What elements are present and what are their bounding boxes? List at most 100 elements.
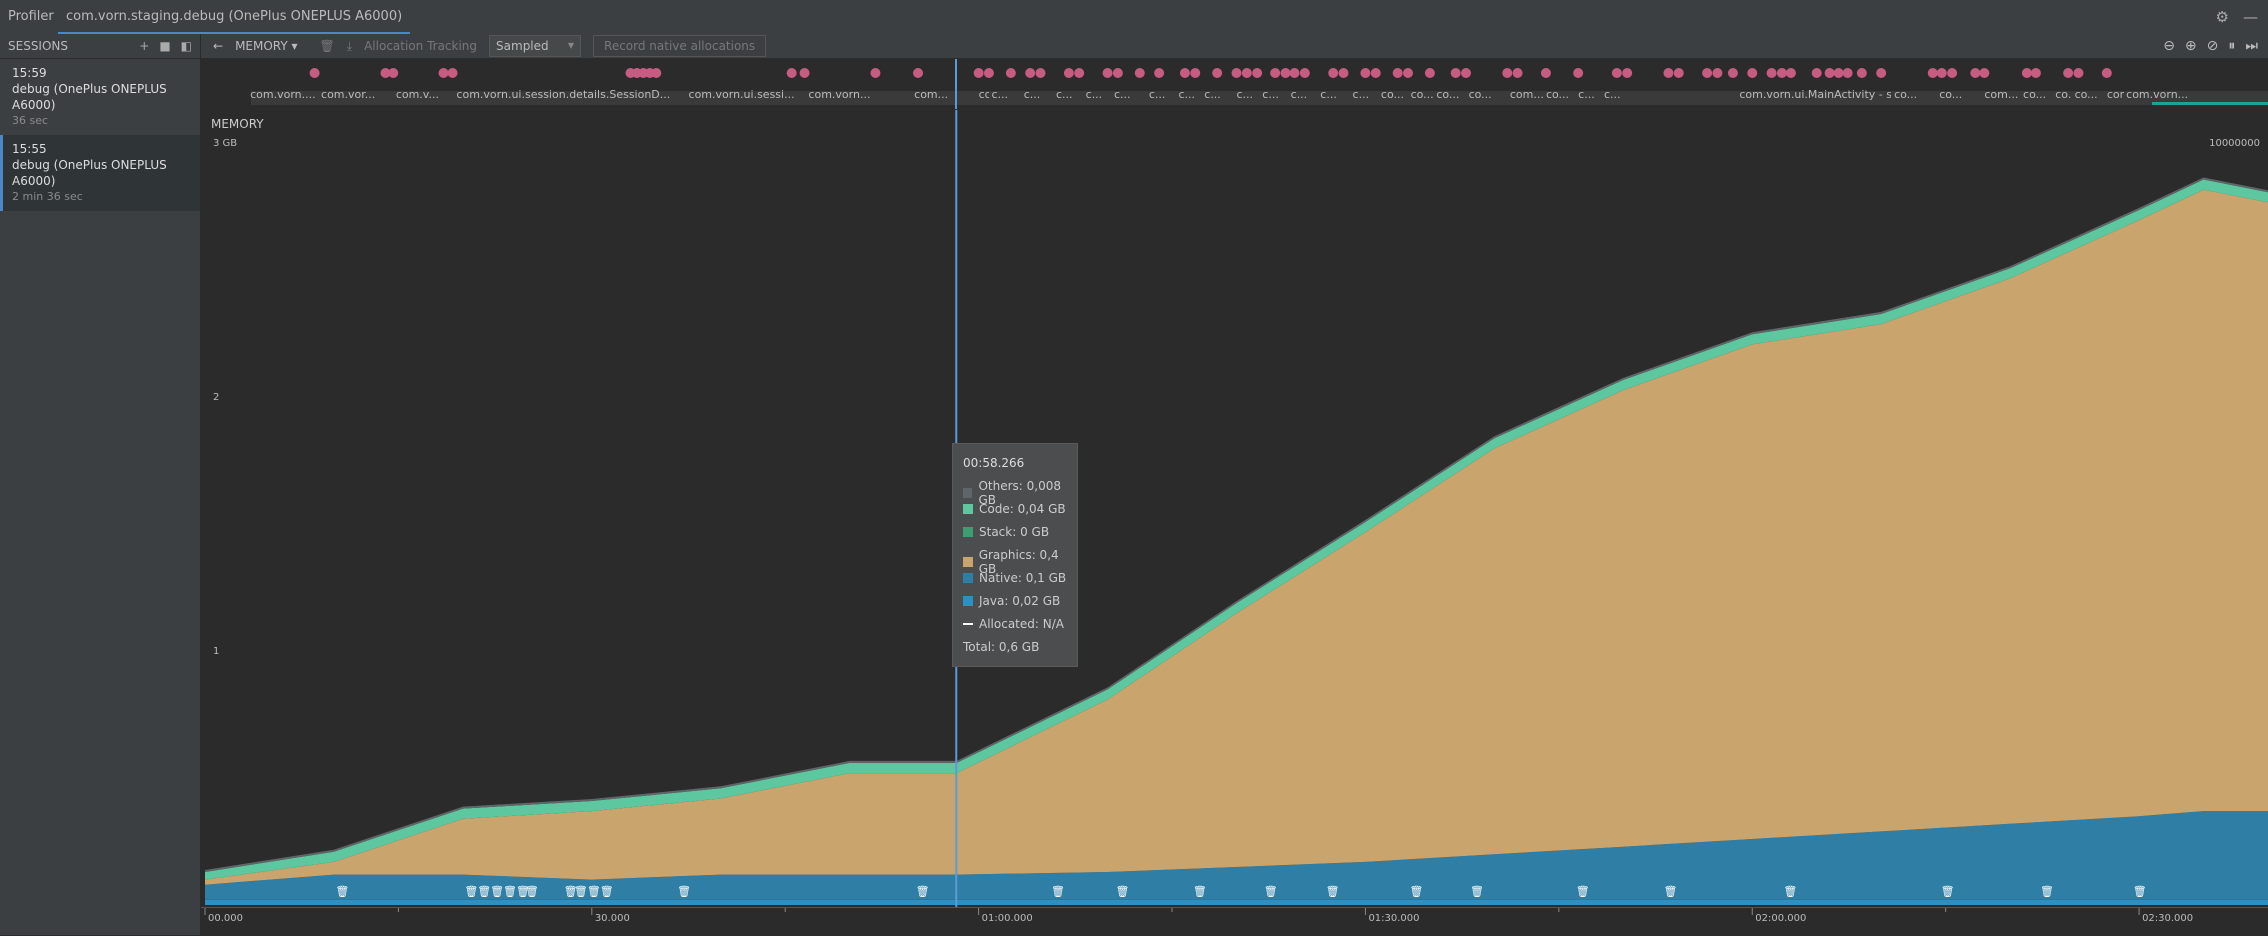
activity-label[interactable]: c... (1262, 88, 1279, 101)
activity-label[interactable]: co... (2023, 88, 2047, 101)
touch-event-dot[interactable] (1856, 68, 1867, 78)
touch-event-dot[interactable] (2030, 68, 2041, 78)
touch-event-dot[interactable] (1622, 68, 1633, 78)
activity-label[interactable]: c... (1204, 88, 1221, 101)
touch-event-dot[interactable] (1063, 68, 1074, 78)
touch-event-dot[interactable] (1876, 68, 1887, 78)
touch-event-dot[interactable] (1241, 68, 1252, 78)
gc-event-icon[interactable]: 🗑 (1193, 885, 1207, 898)
touch-event-dot[interactable] (1179, 68, 1190, 78)
zoom-out-icon[interactable]: ⊖ (2163, 38, 2175, 54)
activity-label[interactable]: co... (1410, 88, 1434, 101)
gc-event-icon[interactable]: 🗑 (600, 885, 614, 898)
touch-event-dot[interactable] (447, 68, 458, 78)
touch-event-dot[interactable] (380, 68, 391, 78)
touch-event-dot[interactable] (1190, 68, 1201, 78)
activity-label[interactable]: co... (2074, 88, 2098, 101)
gc-event-icon[interactable]: 🗑 (1663, 885, 1677, 898)
touch-event-dot[interactable] (1005, 68, 1016, 78)
gc-event-icon[interactable]: 🗑 (574, 885, 588, 898)
touch-event-dot[interactable] (1328, 68, 1339, 78)
gc-event-icon[interactable]: 🗑 (1576, 885, 1590, 898)
activity-label[interactable]: c... (1236, 88, 1254, 101)
activity-label[interactable]: com.v... (395, 88, 439, 101)
record-native-button[interactable]: Record native allocations (593, 35, 767, 57)
activity-label[interactable]: com.vorn.ui.MainActivity - stopped ... (1739, 88, 1892, 101)
session-item-selected[interactable]: 15:55 debug (OnePlus ONEPLUS A6000) 2 mi… (0, 135, 200, 211)
touch-event-dot[interactable] (1370, 68, 1381, 78)
activity-label[interactable]: com.vorn.ui.session.details.SessionD... (456, 88, 671, 101)
touch-event-dot[interactable] (1212, 68, 1223, 78)
gc-event-icon[interactable]: 🗑 (1115, 885, 1129, 898)
touch-event-dot[interactable] (786, 68, 797, 78)
gear-icon[interactable]: ⚙ (2215, 8, 2229, 26)
touch-event-dot[interactable] (1461, 68, 1472, 78)
touch-event-dot[interactable] (1947, 68, 1958, 78)
minimize-icon[interactable]: — (2243, 8, 2258, 26)
touch-event-dot[interactable] (2063, 68, 2074, 78)
gc-event-icon[interactable]: 🗑 (464, 885, 478, 898)
activity-label[interactable]: co... (1939, 88, 1963, 101)
activity-label[interactable]: com.vorn... (978, 88, 989, 101)
activity-label[interactable]: com.vorn... (808, 88, 871, 101)
touch-event-dot[interactable] (1112, 68, 1123, 78)
activity-label[interactable]: c... (1352, 88, 1370, 101)
touch-event-dot[interactable] (1270, 68, 1281, 78)
go-live-icon[interactable]: ⏭ (2245, 38, 2258, 54)
gc-event-icon[interactable]: 🗑 (1783, 885, 1797, 898)
touch-event-dot[interactable] (870, 68, 881, 78)
touch-event-dot[interactable] (1074, 68, 1085, 78)
touch-event-dot[interactable] (1280, 68, 1291, 78)
activity-label[interactable]: co... (1436, 88, 1460, 101)
gc-event-icon[interactable]: 🗑 (1409, 885, 1423, 898)
touch-event-dot[interactable] (2073, 68, 2084, 78)
collapse-panel-icon[interactable]: ◧ (180, 39, 192, 53)
activity-label[interactable]: co... (1380, 88, 1404, 101)
activity-label[interactable]: com.vorn.ui.sessi... (688, 88, 795, 101)
touch-event-dot[interactable] (1502, 68, 1513, 78)
activity-label[interactable]: com... (1984, 88, 2019, 101)
touch-event-dot[interactable] (1231, 68, 1242, 78)
activity-label[interactable]: com.vorn... (2126, 88, 2189, 101)
activity-label[interactable]: c... (1114, 88, 1131, 101)
reset-zoom-icon[interactable]: ⊘ (2206, 38, 2219, 54)
profiler-selector[interactable]: MEMORY ▾ (235, 39, 298, 53)
tab-process[interactable]: com.vorn.staging.debug (OnePlus ONEPLUS … (58, 0, 411, 34)
activity-label[interactable]: co... (1468, 88, 1492, 101)
touch-event-dot[interactable] (1927, 68, 1938, 78)
pause-icon[interactable]: ⏸ (2228, 38, 2236, 54)
gc-event-icon[interactable]: 🗑 (2133, 885, 2147, 898)
stop-session-icon[interactable]: ■ (159, 39, 171, 53)
touch-event-dot[interactable] (1573, 68, 1584, 78)
touch-event-dot[interactable] (1392, 68, 1403, 78)
trash-icon[interactable]: 🗑 (319, 39, 335, 53)
touch-event-dot[interactable] (1766, 68, 1777, 78)
activity-label[interactable]: c... (1178, 88, 1196, 101)
activity-label[interactable]: c... (1320, 88, 1337, 101)
activity-label[interactable]: c... (1085, 88, 1103, 101)
activity-label[interactable]: com.vor... (321, 88, 376, 101)
touch-event-dot[interactable] (1833, 68, 1844, 78)
touch-event-dot[interactable] (1970, 68, 1981, 78)
touch-event-dot[interactable] (309, 68, 320, 78)
zoom-in-icon[interactable]: ⊕ (2184, 38, 2197, 54)
activity-label[interactable]: c... (1023, 88, 1041, 101)
activity-label[interactable]: c... (1290, 88, 1308, 101)
touch-event-dot[interactable] (1402, 68, 1413, 78)
touch-event-dot[interactable] (983, 68, 994, 78)
activity-label[interactable]: c... (1055, 88, 1073, 101)
heap-dump-icon[interactable]: ⤓ (346, 38, 353, 53)
gc-event-icon[interactable]: 🗑 (677, 885, 691, 898)
session-item[interactable]: 15:59 debug (OnePlus ONEPLUS A6000) 36 s… (0, 59, 200, 135)
activity-label[interactable]: co... (2055, 88, 2072, 101)
gc-event-icon[interactable]: 🗑 (1941, 885, 1955, 898)
gc-event-icon[interactable]: 🗑 (503, 885, 517, 898)
activity-label[interactable]: com... (1509, 88, 1544, 101)
activity-label[interactable]: c... (1603, 88, 1621, 101)
touch-event-dot[interactable] (1035, 68, 1046, 78)
gc-event-icon[interactable]: 🗑 (1264, 885, 1278, 898)
touch-event-dot[interactable] (651, 68, 662, 78)
touch-event-dot[interactable] (1450, 68, 1461, 78)
touch-event-dot[interactable] (2021, 68, 2032, 78)
gc-event-icon[interactable]: 🗑 (525, 885, 539, 898)
